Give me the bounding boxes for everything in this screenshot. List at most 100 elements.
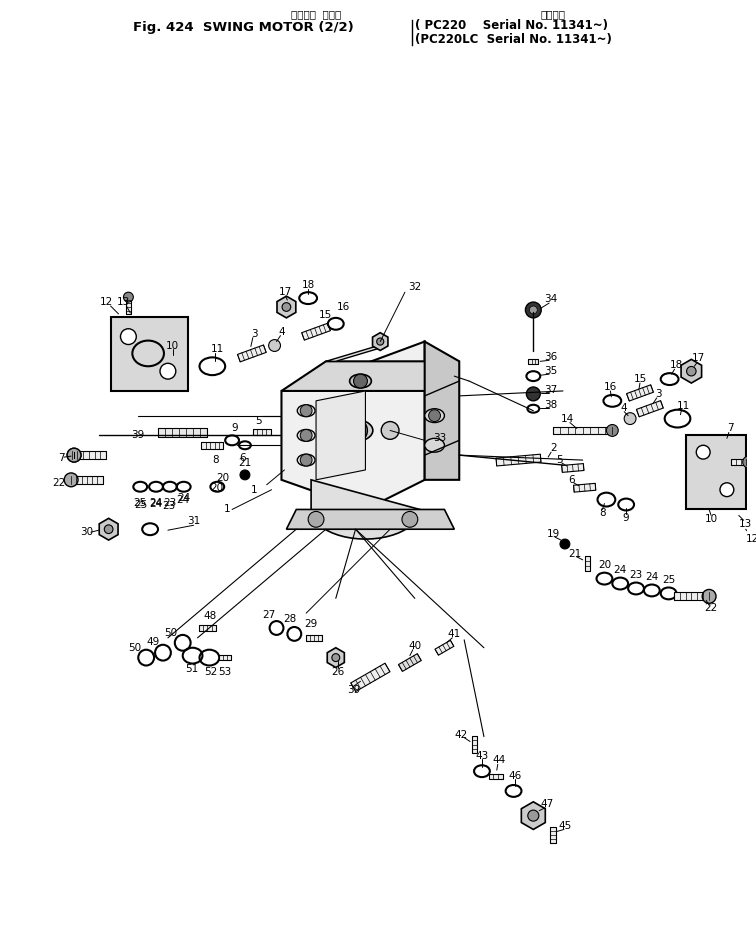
Text: 32: 32 xyxy=(408,283,421,292)
Circle shape xyxy=(332,654,339,661)
Circle shape xyxy=(282,302,291,312)
Polygon shape xyxy=(435,640,454,655)
Polygon shape xyxy=(425,341,459,480)
Text: 13: 13 xyxy=(739,520,752,529)
Text: 31: 31 xyxy=(187,516,200,526)
Text: 17: 17 xyxy=(279,287,292,298)
Text: 36: 36 xyxy=(544,353,558,362)
Polygon shape xyxy=(637,400,663,417)
Text: 5: 5 xyxy=(256,415,262,425)
Circle shape xyxy=(720,482,734,496)
Text: 27: 27 xyxy=(262,610,275,620)
Polygon shape xyxy=(496,454,541,466)
Polygon shape xyxy=(110,317,187,391)
Polygon shape xyxy=(99,519,118,540)
Circle shape xyxy=(696,445,710,459)
Text: 24: 24 xyxy=(150,498,163,508)
Text: 37: 37 xyxy=(544,385,558,395)
Polygon shape xyxy=(686,436,745,509)
Circle shape xyxy=(160,363,176,379)
Ellipse shape xyxy=(165,355,181,363)
Text: 21: 21 xyxy=(238,458,252,468)
Circle shape xyxy=(525,302,541,318)
Circle shape xyxy=(344,419,367,442)
Text: 6: 6 xyxy=(569,475,575,485)
Polygon shape xyxy=(373,333,388,351)
Polygon shape xyxy=(277,296,296,318)
Text: 24: 24 xyxy=(176,494,189,505)
Text: 30: 30 xyxy=(80,527,94,537)
Text: 46: 46 xyxy=(509,771,522,781)
Text: 10: 10 xyxy=(705,514,717,524)
Text: 23: 23 xyxy=(163,500,175,510)
Circle shape xyxy=(240,470,250,480)
Polygon shape xyxy=(287,509,454,529)
Text: 18: 18 xyxy=(670,360,683,370)
Text: 20: 20 xyxy=(211,482,224,493)
Text: Fig. 424  SWING MOTOR (2/2): Fig. 424 SWING MOTOR (2/2) xyxy=(133,21,354,34)
Polygon shape xyxy=(562,464,584,472)
Text: 3: 3 xyxy=(655,389,662,399)
Polygon shape xyxy=(472,735,476,754)
Text: 38: 38 xyxy=(544,399,558,410)
Polygon shape xyxy=(528,359,538,364)
Polygon shape xyxy=(550,828,556,843)
Polygon shape xyxy=(398,654,421,672)
Text: スイング  モータ: スイング モータ xyxy=(291,8,341,19)
Text: 12: 12 xyxy=(746,534,756,544)
Polygon shape xyxy=(306,634,322,641)
Polygon shape xyxy=(674,592,708,600)
Text: 10: 10 xyxy=(166,341,179,351)
Text: 18: 18 xyxy=(302,280,314,290)
Text: 使用番号: 使用番号 xyxy=(541,8,565,19)
Polygon shape xyxy=(553,426,612,435)
Polygon shape xyxy=(311,480,420,539)
Text: 44: 44 xyxy=(492,756,505,765)
Text: 25: 25 xyxy=(662,575,675,585)
Polygon shape xyxy=(351,663,390,691)
Text: 24: 24 xyxy=(177,493,191,503)
Text: 20: 20 xyxy=(598,560,611,570)
Circle shape xyxy=(528,810,539,821)
Text: 19: 19 xyxy=(547,529,559,539)
Polygon shape xyxy=(574,483,596,492)
Text: 7: 7 xyxy=(727,424,734,434)
Text: 4: 4 xyxy=(621,403,627,412)
Text: 22: 22 xyxy=(53,478,66,488)
Ellipse shape xyxy=(170,358,176,361)
Circle shape xyxy=(429,410,441,422)
Circle shape xyxy=(624,412,636,425)
Circle shape xyxy=(376,338,384,345)
Text: 39: 39 xyxy=(347,685,360,695)
Text: 52: 52 xyxy=(203,667,217,677)
Text: 50: 50 xyxy=(128,643,141,653)
Circle shape xyxy=(526,387,541,401)
Text: 14: 14 xyxy=(561,413,575,424)
Text: 11: 11 xyxy=(677,401,690,411)
Polygon shape xyxy=(326,346,385,361)
Text: ( PC220    Serial No. 11341~): ( PC220 Serial No. 11341~) xyxy=(415,19,608,32)
Circle shape xyxy=(104,525,113,534)
Circle shape xyxy=(300,429,312,441)
Text: 1: 1 xyxy=(250,485,257,494)
Polygon shape xyxy=(126,299,131,314)
Circle shape xyxy=(67,448,81,462)
Circle shape xyxy=(402,511,418,527)
Text: 51: 51 xyxy=(185,664,198,675)
Polygon shape xyxy=(585,556,590,571)
Text: 24: 24 xyxy=(150,497,163,508)
Polygon shape xyxy=(302,323,330,341)
Text: 2: 2 xyxy=(550,443,556,453)
Circle shape xyxy=(686,367,696,376)
Text: 42: 42 xyxy=(454,730,468,740)
Circle shape xyxy=(381,422,399,439)
Text: 9: 9 xyxy=(232,424,238,434)
Polygon shape xyxy=(281,361,459,391)
Ellipse shape xyxy=(349,374,371,388)
Polygon shape xyxy=(199,624,216,632)
Circle shape xyxy=(300,454,312,466)
Text: 8: 8 xyxy=(212,455,218,465)
Text: 13: 13 xyxy=(117,297,130,307)
Text: 33: 33 xyxy=(433,433,446,443)
Polygon shape xyxy=(158,428,207,437)
